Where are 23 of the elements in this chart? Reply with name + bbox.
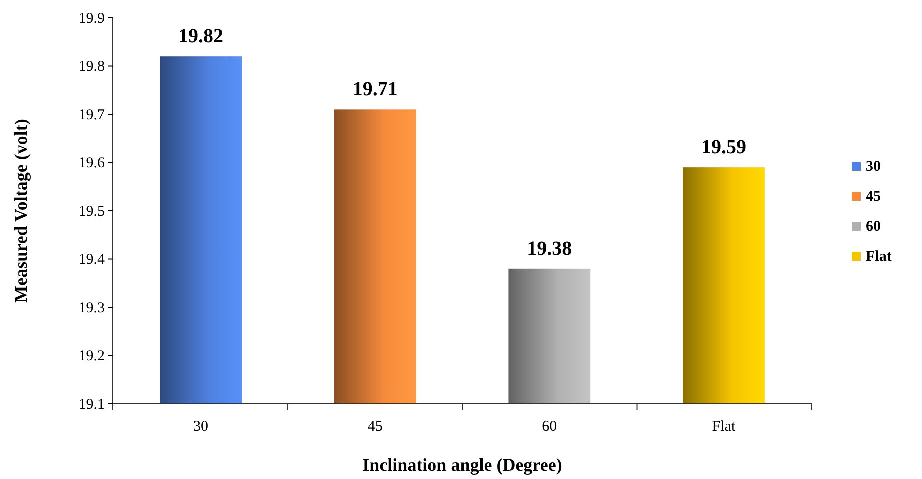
x-tick-label: 30 [194, 419, 209, 435]
y-tick-label: 19.7 [78, 107, 106, 124]
y-tick-label: 19.5 [78, 204, 105, 220]
y-tick-label: 19.4 [78, 252, 106, 268]
legend-label: 45 [866, 189, 881, 205]
y-tick-label: 19.6 [78, 156, 106, 172]
y-tick-label: 19.1 [78, 396, 105, 413]
x-tick-label: 45 [368, 419, 383, 435]
x-axis-title: Inclination angle (Degree) [362, 455, 562, 475]
legend-label: Flat [866, 249, 892, 265]
x-tick-label: 60 [542, 419, 558, 435]
legend-label: 30 [866, 159, 881, 175]
legend-label: 60 [866, 219, 881, 235]
data-label: 19.38 [527, 238, 572, 260]
y-tick-label: 19.8 [78, 59, 105, 76]
y-tick-label: 19.2 [78, 348, 105, 365]
y-tick-label: 19.3 [78, 300, 105, 316]
y-axis-title: Measured Voltage (volt) [11, 119, 31, 303]
data-label: 19.82 [178, 26, 224, 48]
x-tick-label: Flat [712, 419, 736, 435]
data-label: 19.59 [701, 136, 746, 159]
data-label: 19.71 [352, 78, 398, 101]
y-tick-label: 19.9 [78, 10, 105, 27]
